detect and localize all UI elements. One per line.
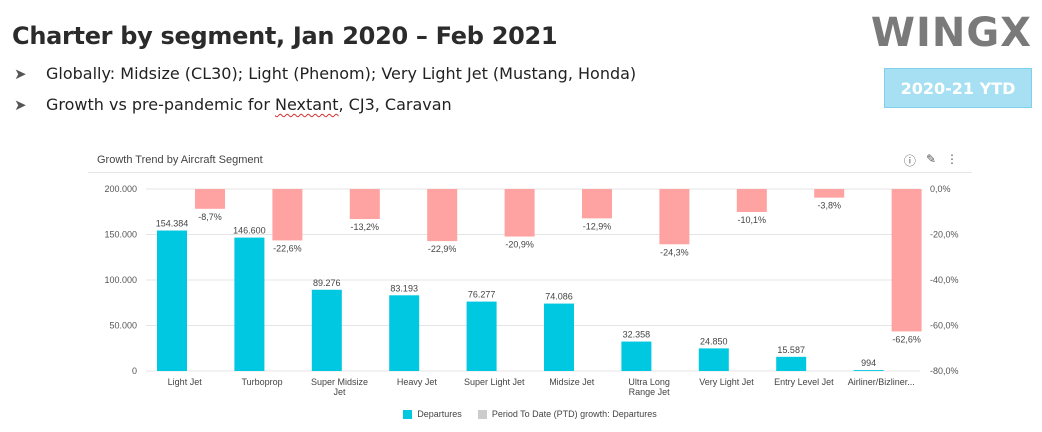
growth-bar: [427, 189, 458, 242]
departures-bar: [621, 341, 652, 371]
growth-data-label: -22,6%: [273, 243, 302, 253]
legend-swatch-growth: [477, 409, 487, 419]
y-left-tick-label: 0: [132, 366, 137, 376]
departures-data-label: 146.600: [233, 226, 266, 236]
departures-data-label: 32.358: [623, 330, 651, 340]
growth-bar: [504, 189, 535, 237]
departures-data-label: 83.193: [390, 283, 418, 293]
bullet-text: Globally: Midsize (CL30); Light (Phenom)…: [46, 64, 636, 83]
departures-bar: [234, 237, 265, 371]
x-category-label: Very Light Jet: [699, 377, 754, 387]
y-right-tick-label: 0,0%: [930, 184, 951, 194]
x-category-label: Midsize Jet: [549, 377, 595, 387]
x-category-label: Turboprop: [241, 377, 282, 387]
growth-bar: [582, 189, 612, 219]
growth-data-label: -13,2%: [351, 222, 380, 232]
info-icon[interactable]: ⓘ: [903, 154, 916, 168]
x-category-label: Entry Level Jet: [774, 377, 834, 387]
departures-bar: [311, 289, 342, 371]
departures-bar: [853, 370, 884, 371]
departures-bar: [698, 348, 729, 371]
growth-bar: [195, 189, 225, 209]
y-left-tick-label: 150.000: [104, 230, 137, 240]
chart-panel: Growth Trend by Aircraft Segment ⓘ ✎ ⋮ 0…: [88, 148, 972, 428]
growth-data-label: -12,9%: [583, 221, 612, 231]
x-category-label: Range Jet: [629, 387, 671, 397]
panel-header-divider: [88, 172, 972, 173]
growth-data-label: -62,6%: [892, 334, 921, 344]
departures-bar: [466, 301, 497, 371]
x-category-label: Heavy Jet: [397, 377, 438, 387]
legend-item-growth[interactable]: Period To Date (PTD) growth: Departures: [477, 409, 657, 419]
departures-data-label: 89.276: [313, 278, 341, 288]
x-category-label: Airliner/Bizliner...: [848, 377, 915, 387]
edit-icon[interactable]: ✎: [925, 152, 936, 166]
bullet-item: ➤ Globally: Midsize (CL30); Light (Pheno…: [14, 64, 636, 83]
period-badge: 2020-21 YTD: [884, 68, 1032, 108]
departures-data-label: 76.277: [468, 290, 496, 300]
brand-logo: WINGX: [870, 10, 1032, 56]
arrow-right-icon: ➤: [14, 95, 27, 114]
x-category-label: Jet: [333, 387, 346, 397]
panel-toolbar: ⓘ ✎ ⋮: [904, 152, 958, 169]
legend-label: Departures: [417, 409, 462, 419]
bullet-text-main: Growth vs pre-pandemic for: [46, 95, 275, 114]
growth-data-label: -10,1%: [738, 215, 767, 225]
slide-title: Charter by segment, Jan 2020 – Feb 2021: [12, 22, 558, 50]
legend-swatch-departures: [403, 409, 413, 419]
y-right-tick-label: -40,0%: [930, 275, 959, 285]
departures-bar: [544, 303, 574, 371]
bullet-text-tail: , CJ3, Caravan: [338, 95, 452, 114]
departures-data-label: 24.850: [700, 336, 728, 346]
legend-label: Period To Date (PTD) growth: Departures: [491, 409, 657, 419]
growth-data-label: -20,9%: [505, 240, 534, 250]
growth-data-label: -8,7%: [198, 212, 222, 222]
bullet-item: ➤ Growth vs pre-pandemic for Nextant, CJ…: [14, 95, 452, 114]
x-category-label: Super Light Jet: [464, 377, 525, 387]
chart-legend: Departures Period To Date (PTD) growth: …: [88, 409, 972, 419]
y-right-tick-label: -60,0%: [930, 321, 959, 331]
bar-chart: 0 50.000 100.000 150.000 200.000 0,0% -20,0% -4…: [104, 184, 959, 397]
growth-bar: [736, 189, 767, 212]
departures-bar: [157, 230, 187, 371]
departures-data-label: 994: [861, 358, 876, 368]
growth-bar: [814, 189, 845, 198]
growth-bar: [659, 189, 690, 245]
y-left-tick-label: 200.000: [104, 184, 137, 194]
growth-bar: [272, 189, 303, 241]
y-right-tick-label: -20,0%: [930, 230, 959, 240]
bullet-text-main: Globally: Midsize (CL30); Light (Phenom)…: [46, 64, 637, 83]
growth-bar: [891, 189, 922, 332]
departures-data-label: 15.587: [777, 345, 805, 355]
x-category-label: Ultra Long: [628, 377, 670, 387]
bullet-text: Growth vs pre-pandemic for Nextant, CJ3,…: [46, 95, 452, 114]
arrow-right-icon: ➤: [14, 64, 27, 83]
y-right-tick-label: -80,0%: [930, 366, 959, 376]
x-category-label: Super Midsize: [311, 377, 368, 387]
departures-data-label: 154.384: [156, 219, 189, 229]
growth-data-label: -24,3%: [660, 247, 689, 257]
growth-data-label: -22,9%: [428, 244, 457, 254]
spellcheck-flagged-word: Nextant: [275, 95, 339, 114]
y-left-tick-label: 50.000: [109, 321, 137, 331]
legend-item-departures[interactable]: Departures: [403, 409, 462, 419]
growth-bar: [349, 189, 380, 220]
departures-bar: [389, 295, 420, 371]
y-left-tick-label: 100.000: [104, 275, 137, 285]
departures-bar: [776, 356, 807, 371]
chart-title: Growth Trend by Aircraft Segment: [97, 154, 263, 166]
more-icon[interactable]: ⋮: [946, 152, 958, 166]
growth-data-label: -3,8%: [817, 201, 841, 211]
departures-data-label: 74.086: [545, 292, 573, 302]
x-category-label: Light Jet: [168, 377, 203, 387]
